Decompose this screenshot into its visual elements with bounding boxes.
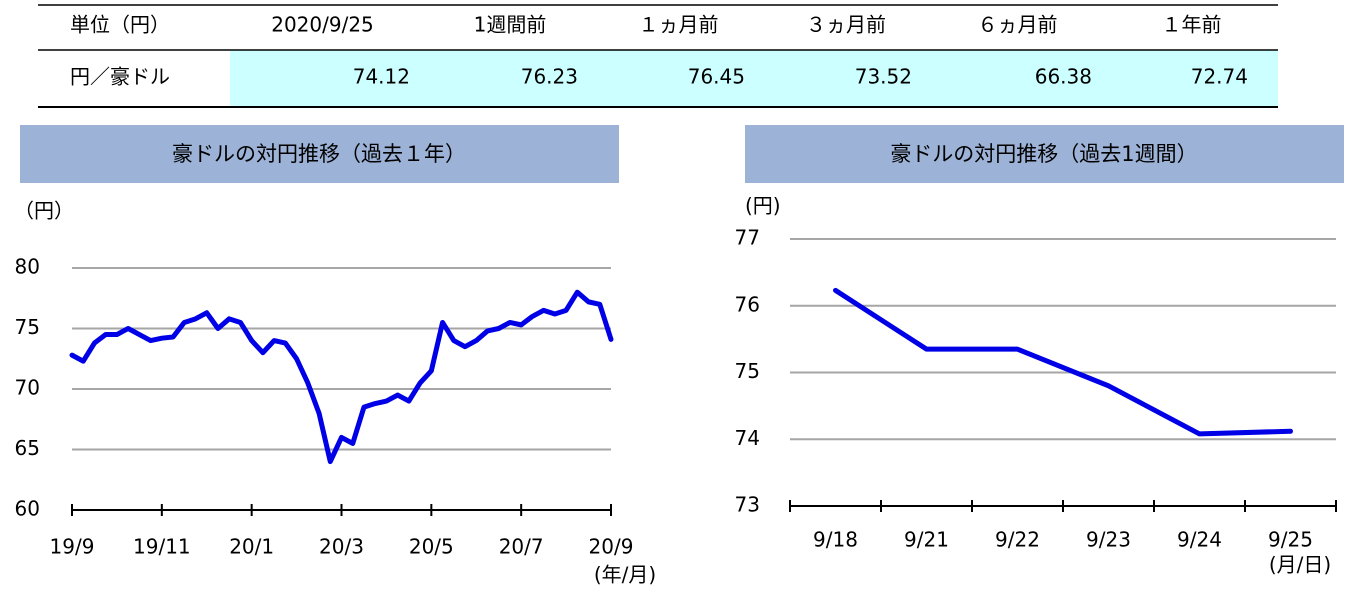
y-tick-label: 77 [735,226,760,250]
table-cell: 76.45 [688,65,745,89]
x-axis-label: (月/日) [1269,553,1331,577]
y-tick-label: 60 [15,497,40,521]
x-tick-label: 9/18 [813,528,858,552]
y-tick-label: 70 [15,376,40,400]
x-tick-label: 20/3 [319,535,364,559]
table-header-cell: １年前 [1162,13,1222,37]
table-header-cell: １ヵ月前 [639,13,719,37]
x-tick-label: 9/23 [1086,528,1131,552]
table-highlight [230,50,1278,107]
table-header-cell: 1週間前 [474,13,547,37]
line-series [833,287,1293,437]
y-tick-label: 75 [15,315,40,339]
x-tick-label: 20/5 [409,535,454,559]
table-cell: 73.52 [855,65,912,89]
x-axis-label: (年/月) [594,563,656,587]
x-tick-label: 20/9 [589,535,634,559]
x-tick-label: 9/24 [1177,528,1222,552]
y-tick-label: 80 [15,255,40,279]
table-cell: 66.38 [1035,65,1092,89]
y-tick-label: 75 [735,359,760,383]
table-cell: 76.23 [521,65,578,89]
table-cell: 74.12 [353,65,410,89]
chart-title: 豪ドルの対円推移（過去１年） [172,142,466,166]
y-axis-label: （円） [14,199,74,223]
y-tick-label: 74 [735,426,760,450]
x-tick-label: 19/9 [50,535,95,559]
x-tick-label: 9/25 [1268,528,1313,552]
table-cell: 円／豪ドル [70,65,170,89]
x-tick-label: 19/11 [133,535,191,559]
chart-title: 豪ドルの対円推移（過去1週間） [890,142,1197,166]
line-series [69,289,614,465]
table-header-cell: 2020/9/25 [271,13,374,37]
chart-title-box [745,125,1344,183]
table-header-cell: ３ヵ月前 [806,13,886,37]
y-tick-label: 76 [735,292,760,316]
table-header-cell: 単位（円） [70,13,170,37]
x-tick-label: 20/7 [499,535,544,559]
chart-title-box [20,125,619,183]
table-header-cell: ６ヵ月前 [978,13,1058,37]
x-tick-label: 20/1 [229,535,274,559]
x-tick-label: 9/22 [995,528,1040,552]
x-tick-label: 9/21 [904,528,949,552]
table-cell: 72.74 [1191,65,1248,89]
y-tick-label: 65 [15,436,40,460]
y-tick-label: 73 [735,493,760,517]
y-axis-label: (円) [745,194,781,218]
